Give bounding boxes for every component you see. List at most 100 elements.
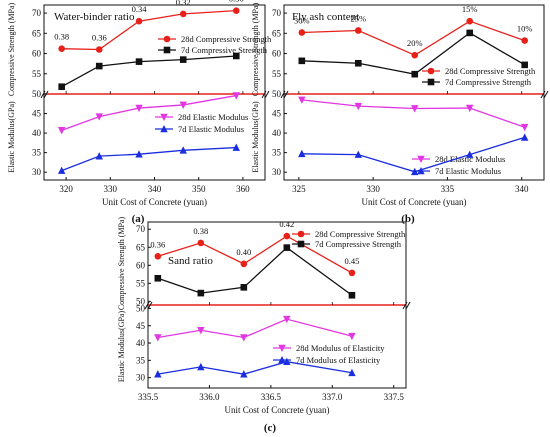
legend-marker [417, 155, 425, 163]
x-axis-label: Unit Cost of Concrete (yuan) [362, 197, 467, 207]
y-axis-label: Compressive Strength (MPa) [7, 3, 16, 97]
axis-break-mark [543, 90, 549, 99]
y-tick-label: 50 [136, 303, 146, 313]
data-point [179, 56, 187, 63]
data-point [466, 104, 474, 113]
y-tick-label: 35 [272, 148, 282, 158]
data-point [135, 150, 143, 158]
chart-title: Fly ash content [292, 11, 359, 23]
legend-marker [163, 35, 171, 43]
data-point [232, 52, 240, 60]
data-point [154, 252, 162, 260]
data-point [411, 105, 419, 113]
x-tick-label: 337.0 [322, 392, 343, 402]
x-tick-label: 335.5 [138, 392, 159, 402]
panel-label: (c) [264, 422, 277, 434]
y-tick-label: 30 [272, 167, 282, 177]
x-tick-label: 340 [515, 184, 529, 194]
data-label: 0.45 [345, 256, 360, 266]
chart-panel-a: 320 330 340 350 360 Unit Cost of Concrete (yu… [7, 0, 272, 225]
data-point [520, 123, 529, 132]
x-tick-label: 350 [192, 184, 206, 194]
data-point [348, 269, 356, 277]
legend-marker [427, 67, 435, 75]
legend-label: 28d Compressive Strength [315, 229, 406, 239]
data-point [298, 96, 306, 104]
y-tick-label: 35 [32, 148, 42, 158]
x-tick-label: 336.0 [199, 392, 220, 402]
legend-label: 7d Modulus of Elasticity [296, 355, 381, 365]
data-label: 30% [294, 16, 310, 26]
series-line [61, 55, 237, 88]
data-point [57, 166, 66, 174]
y-tick-label: 45 [136, 321, 146, 331]
x-tick-label: 330 [104, 184, 118, 194]
y-tick-label: 60 [272, 49, 282, 59]
legend-marker [417, 167, 425, 175]
legend-label: 28d Elastic Modulus [178, 112, 248, 122]
y-axis-label: Compressive Strength (MPa) [251, 3, 260, 97]
legend-label: 28d Compressive Strength [445, 66, 536, 76]
data-point [179, 101, 187, 109]
data-point [466, 29, 474, 37]
y-tick-label: 65 [272, 28, 282, 38]
legend-marker [163, 46, 171, 54]
data-point [520, 133, 529, 141]
legend-label: 7d Elastic Modulus [178, 124, 244, 134]
data-point [283, 244, 291, 251]
data-point [354, 27, 362, 34]
data-point [232, 7, 240, 14]
y-tick-label: 30 [32, 167, 42, 177]
data-label: 20% [407, 38, 423, 48]
y-tick-label: 50 [272, 89, 282, 99]
y-tick-label: 50 [32, 89, 42, 99]
data-point [240, 370, 248, 378]
data-point [298, 29, 306, 36]
data-point [95, 152, 103, 160]
data-point [354, 150, 362, 158]
x-tick-label: 360 [236, 184, 250, 194]
axis-break-mark [402, 301, 408, 310]
legend-label: 7d Compressive Strength [181, 45, 268, 55]
x-tick-label: 320 [59, 184, 73, 194]
axis-break-mark [261, 90, 267, 99]
chart-title: Sand ratio [168, 255, 213, 267]
data-point [466, 150, 474, 158]
y-tick-label: 55 [272, 69, 282, 79]
data-point [135, 104, 143, 113]
legend-marker [160, 113, 168, 121]
data-point [179, 146, 187, 154]
data-label: 0.34 [132, 4, 148, 14]
data-point [197, 326, 205, 335]
data-label: 0.30 [229, 0, 244, 4]
data-point [298, 149, 306, 158]
y-axis-label: Compressive Strength (MPa) [117, 217, 126, 311]
x-tick-label: 340 [148, 184, 162, 194]
axis-break-mark [147, 301, 153, 310]
data-label: 0.32 [176, 0, 191, 7]
y-axis-label: Elastic Modulus(GPa) [7, 101, 16, 173]
data-point [466, 17, 474, 25]
chart-title: Water-binder ratio [54, 11, 135, 23]
legend-label: 7d Compressive Strength [315, 239, 402, 249]
data-point [135, 17, 143, 25]
data-point [240, 284, 248, 291]
data-point [197, 289, 205, 297]
data-label: 0.42 [279, 219, 294, 229]
chart-panel-b: 325 330 335 340 Unit Cost of Concrete (yuan)… [251, 3, 549, 225]
legend-marker [427, 78, 435, 86]
axis-break-mark [540, 90, 546, 99]
y-tick-label: 70 [136, 224, 146, 234]
data-point [58, 45, 65, 52]
data-label: 0.40 [236, 247, 251, 257]
data-point [411, 51, 419, 59]
y-tick-label: 60 [32, 49, 42, 59]
y-axis-label: Elastic Modulus(GPa) [117, 311, 126, 383]
legend-label: 28d Compressive Strength [181, 34, 272, 44]
legend-label: 7d Compressive Strength [445, 77, 532, 87]
data-point [411, 70, 419, 78]
y-tick-label: 70 [272, 8, 282, 18]
data-point [283, 315, 291, 324]
data-point [521, 61, 528, 69]
axis-break-mark [405, 301, 411, 310]
